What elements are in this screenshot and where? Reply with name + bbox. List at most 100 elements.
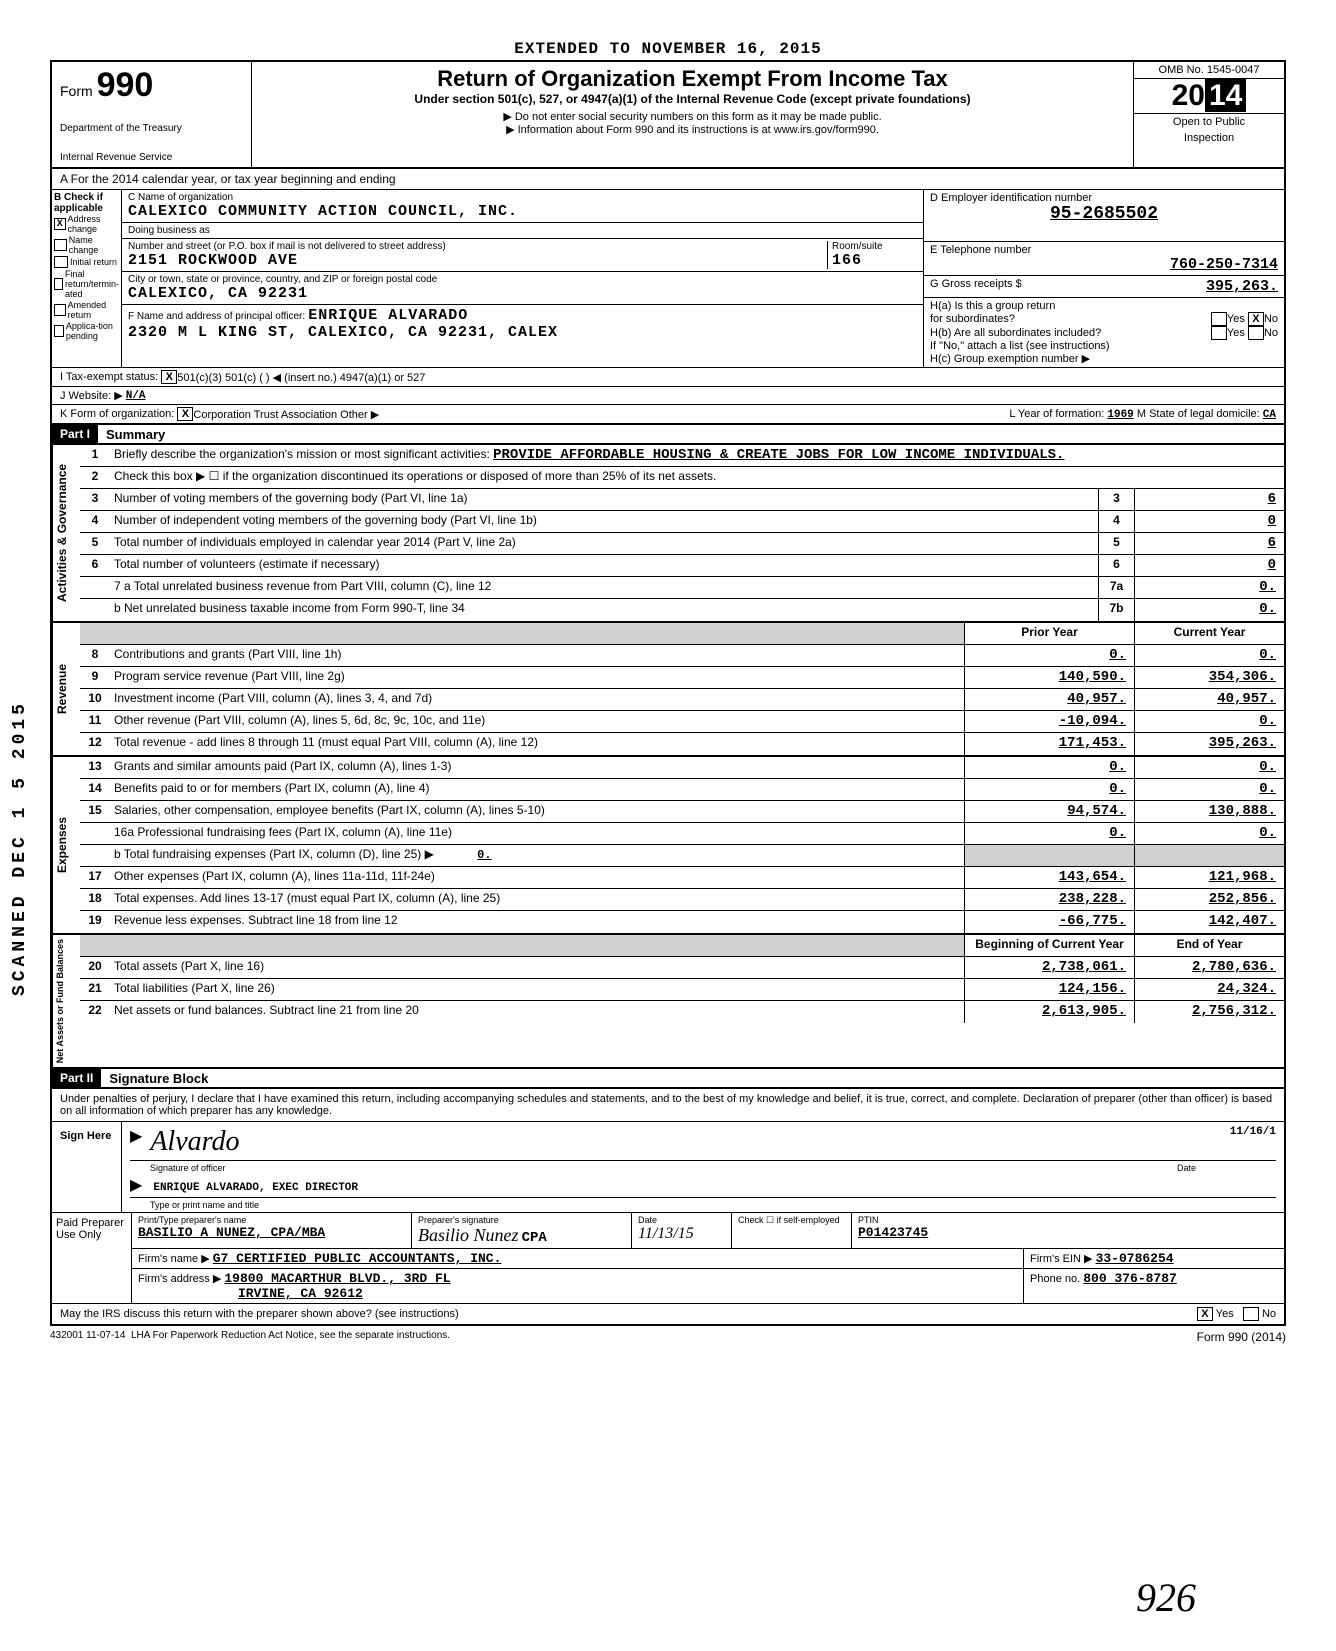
row-j: J Website: ▶ N/A [50, 387, 1286, 405]
ln8-prior: 0. [964, 645, 1134, 666]
ln8-curr: 0. [1134, 645, 1284, 666]
tax-year: 2014 [1134, 79, 1284, 114]
h-b-label: H(b) Are all subordinates included? [930, 327, 1101, 339]
chk-name[interactable] [54, 239, 67, 251]
prep-signature: Basilio Nunez [418, 1225, 519, 1245]
revenue-section: Revenue Prior Year Current Year 8 Contri… [50, 623, 1286, 757]
header-left: Form 990 Department of the Treasury Inte… [52, 62, 252, 167]
ln18-prior: 238,228. [964, 889, 1134, 910]
check-self: Check ☐ if self-employed [732, 1213, 852, 1248]
h-a-yes-chk[interactable] [1211, 312, 1227, 326]
chk-amended[interactable] [54, 304, 66, 316]
h-a-no-chk[interactable]: X [1248, 312, 1264, 326]
part2-header-row: Part II Signature Block [50, 1069, 1286, 1089]
firm-addr1: 19800 MACARTHUR BLVD., 3RD FL [224, 1271, 450, 1286]
rev-hdr-num [80, 623, 110, 644]
lbl-address: Address change [68, 214, 120, 234]
ln16b-val: 0. [477, 848, 491, 862]
ln2-text: Check this box ▶ ☐ if the organization d… [110, 467, 1284, 488]
ln5-box: 5 [1098, 533, 1134, 554]
org-name-label: C Name of organization [128, 192, 917, 203]
officer-signature: Alvardo [150, 1126, 239, 1158]
gross-label: G Gross receipts $ [930, 278, 1022, 295]
form-number: 990 [97, 66, 154, 104]
extended-date: EXTENDED TO NOVEMBER 16, 2015 [50, 40, 1286, 58]
dba-label: Doing business as [128, 225, 917, 236]
tel-label: E Telephone number [930, 244, 1278, 256]
sig-officer-label: Signature of officer [150, 1163, 225, 1173]
officer: ENRIQUE ALVARADO [308, 307, 468, 324]
h-a-label2: for subordinates? [930, 313, 1015, 325]
row-k: K Form of organization: X Corporation Tr… [50, 405, 1286, 425]
ln11-curr: 0. [1134, 711, 1284, 732]
ln16a-num [80, 823, 110, 844]
ln6-num: 6 [80, 555, 110, 576]
chk-initial[interactable] [54, 256, 68, 268]
ln16a-prior: 0. [964, 823, 1134, 844]
ln7a-val: 0. [1134, 577, 1284, 598]
name-type-label: Type or print name and title [150, 1200, 1276, 1210]
ein-label: D Employer identification number [930, 192, 1278, 204]
discuss-no-chk[interactable] [1243, 1307, 1259, 1321]
h-b-yes: Yes [1227, 327, 1245, 339]
ln1-val: PROVIDE AFFORDABLE HOUSING & CREATE JOBS… [493, 447, 1064, 463]
net-assets-section: Net Assets or Fund Balances Beginning of… [50, 935, 1286, 1069]
phone: 800 376-8787 [1083, 1271, 1177, 1286]
col-b-checkboxes: B Check if applicable XAddress change Na… [52, 190, 122, 367]
k-corp-chk[interactable]: X [177, 407, 193, 421]
ln20-curr: 2,780,636. [1134, 957, 1284, 978]
vtab-expenses: Expenses [52, 757, 80, 933]
ln22-prior: 2,613,905. [964, 1001, 1134, 1023]
discuss-no: No [1262, 1308, 1276, 1320]
col-d-right: D Employer identification number 95-2685… [924, 190, 1284, 367]
i-c3-chk[interactable]: X [161, 370, 177, 384]
officer-label: F Name and address of principal officer: [128, 311, 305, 322]
inspection-label: Inspection [1134, 130, 1284, 146]
ln12-curr: 395,263. [1134, 733, 1284, 755]
ln16b-text: b Total fundraising expenses (Part IX, c… [114, 847, 434, 861]
chk-final[interactable] [54, 278, 63, 290]
ln3-num: 3 [80, 489, 110, 510]
city: CALEXICO, CA 92231 [128, 285, 917, 302]
part2-title: Signature Block [101, 1071, 208, 1086]
part2-header: Part II [52, 1069, 101, 1087]
ln7b-box: 7b [1098, 599, 1134, 621]
ln14-text: Benefits paid to or for members (Part IX… [110, 779, 964, 800]
ln4-text: Number of independent voting members of … [110, 511, 1098, 532]
dept-treasury: Department of the Treasury [60, 123, 243, 134]
na-hdr-text [110, 935, 964, 956]
col-c-org-info: C Name of organization CALEXICO COMMUNIT… [122, 190, 924, 367]
i-label: I Tax-exempt status: [60, 371, 158, 383]
part1-header: Part I [52, 425, 98, 443]
ln19-num: 19 [80, 911, 110, 933]
ln18-text: Total expenses. Add lines 13-17 (must eq… [110, 889, 964, 910]
ln21-num: 21 [80, 979, 110, 1000]
m-label: M State of legal domicile: [1137, 408, 1260, 420]
h-b-no-chk[interactable] [1248, 326, 1264, 340]
footer-code: 432001 11-07-14 [50, 1330, 125, 1344]
ln12-prior: 171,453. [964, 733, 1134, 755]
firm-ein: 33-0786254 [1096, 1251, 1174, 1266]
ln7a-box: 7a [1098, 577, 1134, 598]
lbl-final: Final return/termin-ated [65, 269, 119, 299]
ln22-text: Net assets or fund balances. Subtract li… [110, 1001, 964, 1023]
sig-declaration: Under penalties of perjury, I declare th… [52, 1089, 1284, 1122]
ptin-label: PTIN [858, 1215, 1278, 1225]
form-title: Return of Organization Exempt From Incom… [260, 66, 1125, 92]
h-a-label: H(a) Is this a group return [930, 300, 1278, 312]
org-name: CALEXICO COMMUNITY ACTION COUNCIL, INC. [128, 203, 917, 220]
discuss-yes-chk[interactable]: X [1197, 1307, 1213, 1321]
ln17-text: Other expenses (Part IX, column (A), lin… [110, 867, 964, 888]
eoy-hdr: End of Year [1134, 935, 1284, 956]
ln21-prior: 124,156. [964, 979, 1134, 1000]
ln15-text: Salaries, other compensation, employee b… [110, 801, 964, 822]
form-label: Form [60, 83, 93, 99]
ln19-prior: -66,775. [964, 911, 1134, 933]
chk-address[interactable]: X [54, 218, 66, 230]
h-b-yes-chk[interactable] [1211, 326, 1227, 340]
ln10-text: Investment income (Part VIII, column (A)… [110, 689, 964, 710]
discuss-text: May the IRS discuss this return with the… [60, 1308, 459, 1320]
ln12-text: Total revenue - add lines 8 through 11 (… [110, 733, 964, 755]
chk-app[interactable] [54, 325, 64, 337]
ln5-val: 6 [1134, 533, 1284, 554]
